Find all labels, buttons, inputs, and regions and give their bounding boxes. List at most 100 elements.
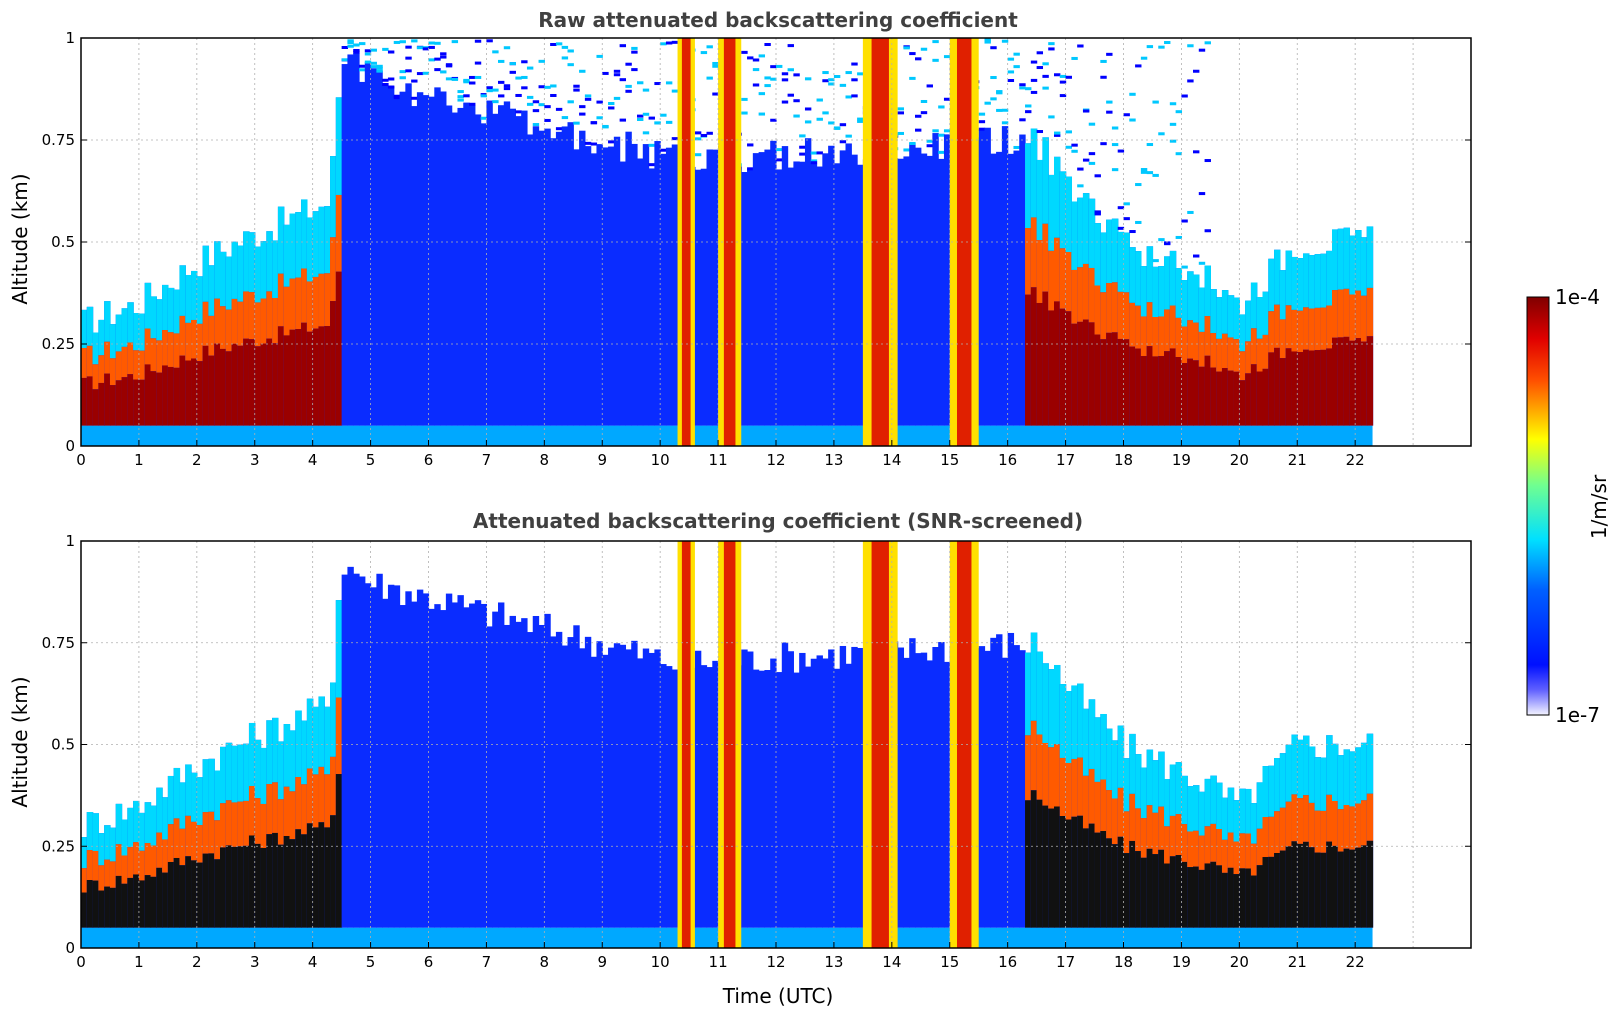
heat-cell [1071,143,1078,147]
heat-cell [573,121,580,125]
heat-cell [1204,41,1211,45]
heat-cell [515,116,522,426]
heat-cell [1204,778,1211,827]
heat-cell [631,50,638,54]
heat-cell [851,62,858,66]
heat-cell [1065,252,1072,312]
heat-cell [1106,219,1113,284]
heat-cell [1117,338,1125,426]
heat-cell [903,148,910,152]
heat-cell [1274,304,1281,348]
heat-cell [932,647,939,928]
heat-cell [1129,302,1136,347]
heat-cell [376,66,383,70]
heat-cell [1054,664,1061,745]
heat-cell [810,161,818,165]
heat-cell [341,45,349,49]
heat-cell [254,302,262,347]
heat-cell [393,94,401,98]
heat-cell [225,845,233,928]
heat-cell [202,301,210,346]
x-tick-label: 13 [824,451,843,469]
heat-cell [1355,230,1362,291]
heat-cell [915,653,922,928]
heat-cell [1204,863,1211,928]
heat-cell [185,274,192,323]
heat-cell [550,138,557,426]
heat-cell [248,785,256,836]
heat-cell [330,682,337,757]
heat-cell [301,834,308,928]
heat-cell [1360,845,1368,928]
heat-cell [526,102,534,106]
heat-cell [938,150,945,154]
x-tick-label: 3 [250,953,260,971]
heat-cell [648,116,655,120]
heat-cell [1239,833,1246,869]
heat-cell [1025,800,1032,928]
heat-cell [341,64,349,426]
heat-cell [179,828,186,866]
heat-cell [376,573,383,928]
heat-cell [1135,348,1142,426]
heat-cell [144,843,152,876]
heat-cell [567,100,574,104]
heat-cell [1030,60,1038,64]
heat-cell [272,297,279,344]
heat-cell [1111,168,1119,172]
heat-cell [1210,775,1217,824]
heat-cell [845,143,852,426]
heat-cell [1146,749,1154,806]
heat-cell [445,63,453,67]
heat-cell [359,81,366,426]
heat-cell [1059,248,1067,309]
heat-cell [347,54,354,426]
heat-cell [793,73,800,77]
heat-cell [1175,317,1183,358]
heat-cell [318,696,325,767]
heat-cell [1077,757,1084,816]
heat-cell [138,313,146,351]
x-tick-label: 9 [597,953,607,971]
heat-cell [324,774,331,828]
heat-cell [220,251,227,307]
heat-cell [741,172,748,426]
heat-cell [127,807,134,848]
heat-cell [654,649,661,928]
heat-cell [1320,757,1327,811]
heat-cell [596,116,603,120]
heat-cell [1221,839,1229,873]
heat-cell [1221,333,1229,369]
heat-cell [1013,65,1020,69]
heat-cell [1059,684,1067,758]
heat-cell [138,812,146,851]
y-ticks: 0 0.25 0.5 0.75 1 [42,29,1471,455]
heat-cell [1239,380,1246,426]
heat-cell [943,55,951,59]
heat-cell [1129,733,1136,794]
heat-cell [492,88,499,92]
heat-cell [770,65,777,69]
panel-raw: Raw attenuated backscattering coefficien… [8,8,1472,469]
heat-cell [1227,832,1235,868]
heat-cell [938,105,945,109]
heat-cell [92,813,99,851]
heat-cell [1001,126,1009,426]
heat-cell [220,847,227,928]
heat-cell [1250,282,1258,329]
heat-cell [1088,152,1096,156]
heat-cell [144,875,152,928]
heat-cell [1158,751,1165,807]
heat-cell [393,40,401,44]
heat-cell [984,127,991,426]
heat-cell [492,611,499,928]
heat-cell [480,603,488,928]
heat-cell [956,541,972,948]
heat-cell [671,669,679,928]
heat-cell [1221,872,1229,928]
heat-cell [1285,250,1293,306]
heat-cell [509,615,516,928]
heat-cell [1262,817,1269,858]
heat-cell [179,865,186,928]
heat-cell [1088,823,1096,928]
